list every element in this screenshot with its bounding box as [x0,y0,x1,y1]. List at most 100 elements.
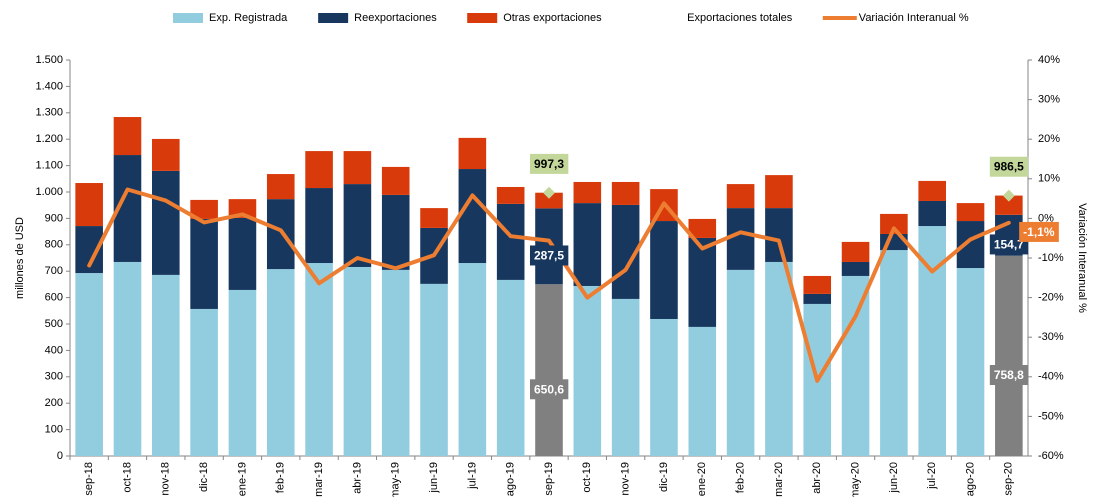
bar-segment [228,199,257,218]
bar-segment [228,217,257,290]
bar-segment [266,269,295,456]
legend-label: Exp. Registrada [209,12,288,24]
x-tick-label: ago-20 [964,462,976,496]
bar-segment [688,237,717,327]
bar-segment [152,170,180,275]
x-tick-label: may-19 [390,462,402,497]
y-tick-label: 1.200 [35,133,63,145]
bar-segment [995,255,1023,456]
bar-segment [266,174,295,200]
y-tick-label: 800 [45,239,63,251]
x-tick-label: may-20 [849,462,861,497]
data-label-group: 154,7 [989,234,1029,255]
legend-label: Variación Interanual % [859,12,969,24]
y2-axis-label: Variación Interanual % [1076,203,1088,313]
legend-swatch [318,13,349,23]
bar-segment [420,208,448,228]
y-tick-label: 600 [45,292,63,304]
data-label: 758,8 [994,368,1024,382]
x-tick-label: abr-20 [811,462,823,494]
y2-tick-label: 20% [1038,133,1060,145]
y-tick-label: 1.500 [35,54,63,66]
data-label-box [989,234,1029,255]
bar-segment [535,284,563,456]
y2-tick-label: -50% [1038,410,1064,422]
y2-tick-label: 30% [1038,94,1060,106]
bar-segment [880,250,908,456]
bar-segment [611,298,640,456]
bar-segment [650,221,678,319]
y-tick-label: 300 [45,371,63,383]
line-series [87,187,1011,383]
data-label: -1,1% [1023,225,1055,239]
x-tick-label: feb-19 [275,462,287,493]
x-tick-label: jul-20 [926,462,938,490]
y-tick-label: 200 [45,397,63,409]
bar-segment [458,263,487,456]
data-label: 986,5 [994,160,1024,174]
legend-label: Reexportaciones [354,12,437,24]
bar-segment [458,169,487,264]
data-label-group: 287,5 [529,245,569,266]
bar-segment [381,269,410,456]
data-label-box [529,153,569,174]
legend-swatch [173,13,203,23]
x-tick-label: jun-19 [428,462,440,494]
legend-swatch [467,13,498,23]
legend-label: Exportaciones totales [687,12,793,24]
x-tick-label: sep-18 [83,462,95,496]
bar-segment [726,208,755,270]
bar-segment [266,199,295,270]
bar-segment [496,279,525,456]
data-label: 287,5 [534,248,564,262]
data-label-group: 650,6 [529,379,569,400]
x-tick-label: dic-19 [658,462,670,492]
y2-tick-label: -20% [1038,292,1064,304]
data-label-box [989,365,1029,386]
bar-segment [726,269,755,456]
total-marker [543,186,555,199]
bar-segment [726,184,755,209]
y-tick-label: 100 [45,424,63,436]
data-label-box [529,379,569,400]
bar-segment [458,137,487,170]
bar-segment [573,203,602,286]
bar-segment [228,289,257,456]
y-tick-label: 1.400 [35,80,63,92]
bar-segment [381,166,410,195]
bar-segment [343,151,372,185]
y2-tick-label: -10% [1038,252,1064,264]
x-tick-label: jun-20 [888,462,900,494]
bar-segment [688,326,717,456]
bar-segment [573,181,602,204]
y-tick-label: 0 [57,450,63,462]
x-tick-label: ene-19 [236,462,248,496]
x-tick-label: mar-19 [313,462,325,497]
bar-segment [918,180,946,201]
y2-tick-label: 40% [1038,54,1060,66]
total-marker [1002,189,1015,202]
y2-tick-label: -40% [1038,371,1064,383]
x-tick-label: feb-20 [735,462,747,493]
bar-segment [75,273,103,456]
data-label-group: 986,5 [989,156,1029,177]
bar-segment [190,218,218,309]
bar-segment [75,183,103,227]
bar-segment [113,117,142,156]
x-tick-label: oct-19 [581,462,593,493]
x-tick-label: ene-20 [696,462,708,496]
bar-segment [611,181,640,205]
bar-segment [573,285,602,456]
y-tick-label: 900 [45,212,63,224]
bar-segment [190,199,218,219]
data-label: 997,3 [534,157,564,171]
bar-segment [343,266,372,456]
bar-segment [803,293,832,304]
bar-segment [841,241,870,262]
y2-tick-label: 10% [1038,173,1060,185]
data-label: 650,6 [534,382,564,396]
bar-segment [956,268,985,456]
x-tick-label: mar-20 [773,462,785,497]
bar-segment [305,188,333,264]
